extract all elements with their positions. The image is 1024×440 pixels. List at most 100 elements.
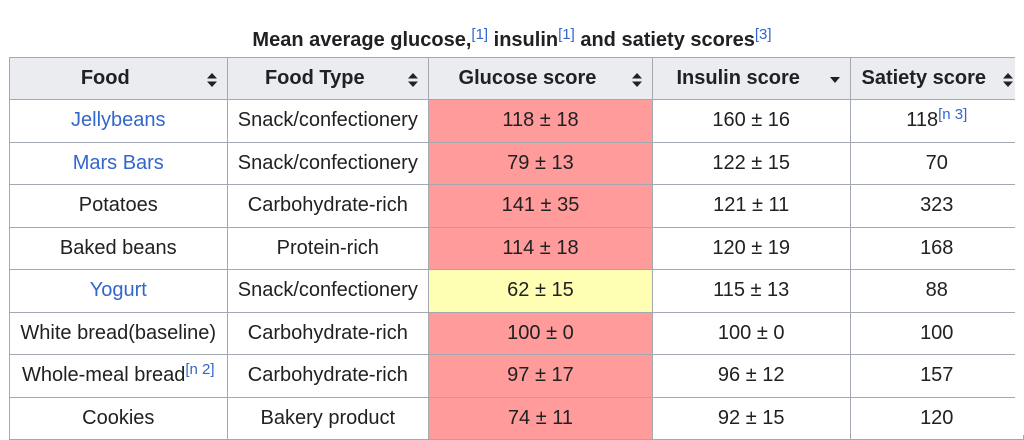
sort-both-icon[interactable] — [631, 71, 642, 87]
food-cell-text: Whole-meal bread — [21, 364, 186, 387]
food-type-cell-text: Bakery product — [260, 406, 396, 429]
satiety-score-cell-text: 120 — [920, 406, 954, 429]
column-header-satiety-score[interactable]: Satiety score — [849, 57, 1024, 100]
caption-ref-satiety[interactable]: [3] — [754, 26, 772, 43]
insulin-score-cell-text: 96 ± 12 — [717, 364, 785, 387]
food-cell-text: White bread(baseline) — [20, 321, 217, 344]
food-cell: Potatoes — [9, 184, 228, 228]
food-cell-text: Cookies — [82, 406, 155, 429]
food-type-cell-text: Snack/confectionery — [237, 279, 418, 302]
satiety-score-cell-text: 70 — [925, 151, 948, 174]
table-caption: Mean average glucose,[1] insulin[1] and … — [0, 27, 1024, 53]
glucose-score-cell: 118 ± 18 — [428, 99, 653, 143]
food-type-cell-text: Carbohydrate-rich — [247, 194, 408, 217]
food-cell[interactable]: Mars Bars — [9, 141, 228, 185]
satiety-score-cell-text: 88 — [925, 279, 948, 302]
satiety-score-cell: 118[n 3] — [849, 99, 1024, 143]
insulin-score-cell-text: 122 ± 15 — [712, 151, 791, 174]
food-type-cell: Carbohydrate-rich — [226, 184, 430, 228]
glucose-score-cell-text: 118 ± 18 — [502, 109, 579, 132]
column-header-label: Insulin score — [676, 67, 800, 89]
viewport-edge — [1015, 0, 1024, 435]
food-type-cell: Snack/confectionery — [226, 99, 430, 143]
food-cell[interactable]: Yogurt — [9, 269, 228, 313]
insulin-score-cell-text: 120 ± 19 — [712, 236, 791, 259]
satiety-score-cell: 168 — [849, 226, 1024, 270]
insulin-score-cell: 121 ± 11 — [651, 184, 851, 228]
satiety-score-cell-text: 100 — [920, 321, 954, 344]
food-type-cell-text: Carbohydrate-rich — [247, 321, 408, 344]
glucose-score-cell-text: 79 ± 13 — [507, 151, 574, 174]
caption-ref-insulin[interactable]: [1] — [558, 26, 575, 43]
insulin-score-cell-text: 100 ± 0 — [717, 321, 785, 344]
glucose-score-cell: 141 ± 35 — [428, 184, 653, 228]
insulin-score-cell: 115 ± 13 — [651, 269, 851, 313]
insulin-score-cell: 160 ± 16 — [651, 99, 851, 143]
insulin-score-cell-text: 121 ± 11 — [713, 194, 790, 217]
table-row: Yogurt Snack/confectionery 62 ± 15 115 ± 13… — [9, 269, 1024, 313]
glucose-score-cell-text: 97 ± 17 — [507, 364, 574, 387]
table-row: Jellybeans Snack/confectionery 118 ± 18 160… — [9, 99, 1024, 143]
satiety-score-cell: 100 — [849, 311, 1024, 355]
caption-text-satiety: and satiety scores — [574, 29, 755, 51]
food-cell-text: Baked beans — [59, 236, 177, 259]
glucose-score-cell: 74 ± 11 — [428, 396, 653, 440]
satiety-footnote-ref[interactable]: [n 3] — [938, 106, 968, 124]
food-type-cell: Snack/confectionery — [226, 269, 430, 313]
column-header-food[interactable]: Food — [9, 57, 228, 100]
insulin-score-cell: 92 ± 15 — [651, 396, 851, 440]
caption-ref-glucose[interactable]: [1] — [471, 26, 489, 43]
table-row: Whole-meal bread[n 2] Carbohydrate-rich 97… — [9, 354, 1024, 398]
column-header-label: Food Type — [264, 67, 365, 89]
glucose-score-cell: 114 ± 18 — [428, 226, 653, 270]
glucose-score-cell-text: 74 ± 11 — [507, 406, 574, 429]
column-header-food-type[interactable]: Food Type — [226, 57, 430, 100]
food-cell: White bread(baseline) — [9, 311, 228, 355]
satiety-score-cell-text: 118 — [906, 109, 939, 132]
food-type-cell-text: Snack/confectionery — [237, 109, 418, 132]
food-cell-text[interactable]: Jellybeans — [71, 109, 166, 132]
food-cell-text[interactable]: Yogurt — [89, 279, 147, 302]
food-type-cell: Carbohydrate-rich — [226, 354, 430, 398]
column-header-label: Glucose score — [458, 67, 597, 89]
glucose-score-cell: 100 ± 0 — [428, 311, 653, 355]
glucose-score-cell-text: 62 ± 15 — [507, 279, 574, 302]
table-row: Baked beans Protein-rich 114 ± 18 120 ± 19 1… — [9, 226, 1024, 270]
caption-text-glucose: Mean average glucose, — [252, 29, 472, 51]
sort-both-icon[interactable] — [1003, 71, 1013, 87]
satiety-score-cell-text: 323 — [920, 194, 954, 217]
insulin-score-cell: 100 ± 0 — [651, 311, 851, 355]
sort-both-icon[interactable] — [206, 71, 217, 87]
table-row: Mars Bars Snack/confectionery 79 ± 13 122 ±… — [9, 141, 1024, 185]
glucose-score-cell-text: 141 ± 35 — [501, 194, 580, 217]
food-type-cell: Carbohydrate-rich — [226, 311, 430, 355]
satiety-score-cell-text: 168 — [920, 236, 954, 259]
insulin-score-cell-text: 160 ± 16 — [712, 109, 791, 132]
glucose-score-cell: 97 ± 17 — [428, 354, 653, 398]
sort-descending-icon[interactable] — [829, 71, 840, 87]
table-body: Jellybeans Snack/confectionery 118 ± 18 160… — [9, 99, 1024, 440]
table-row: Cookies Bakery product 74 ± 11 92 ± 15 120 — [9, 396, 1024, 440]
column-header-label: Food — [80, 67, 130, 89]
satiety-score-cell-text: 157 — [920, 364, 954, 387]
column-header-glucose-score[interactable]: Glucose score — [428, 57, 653, 100]
food-type-cell: Snack/confectionery — [226, 141, 430, 185]
table-row: Potatoes Carbohydrate-rich 141 ± 35 121 ± 1… — [9, 184, 1024, 228]
food-cell-text[interactable]: Mars Bars — [72, 151, 164, 174]
header-row: Food Food Type Glucose score Insulin score S… — [9, 57, 1024, 100]
glucose-score-cell-text: 100 ± 0 — [507, 321, 574, 344]
insulin-score-cell-text: 115 ± 13 — [713, 279, 790, 302]
column-header-label: Satiety score — [861, 67, 987, 89]
insulin-score-cell: 96 ± 12 — [651, 354, 851, 398]
caption-text-insulin: insulin — [488, 29, 559, 51]
food-cell: Cookies — [9, 396, 228, 440]
glucose-score-cell: 62 ± 15 — [428, 269, 653, 313]
insulin-score-cell: 120 ± 19 — [651, 226, 851, 270]
food-type-cell: Protein-rich — [226, 226, 430, 270]
food-footnote-ref[interactable]: [n 2] — [185, 361, 215, 379]
table-row: White bread(baseline) Carbohydrate-rich 10… — [9, 311, 1024, 355]
sort-both-icon[interactable] — [408, 71, 419, 87]
food-cell[interactable]: Jellybeans — [9, 99, 228, 143]
column-header-insulin-score[interactable]: Insulin score — [651, 57, 851, 100]
scores-table: Food Food Type Glucose score Insulin score S… — [9, 57, 1024, 440]
